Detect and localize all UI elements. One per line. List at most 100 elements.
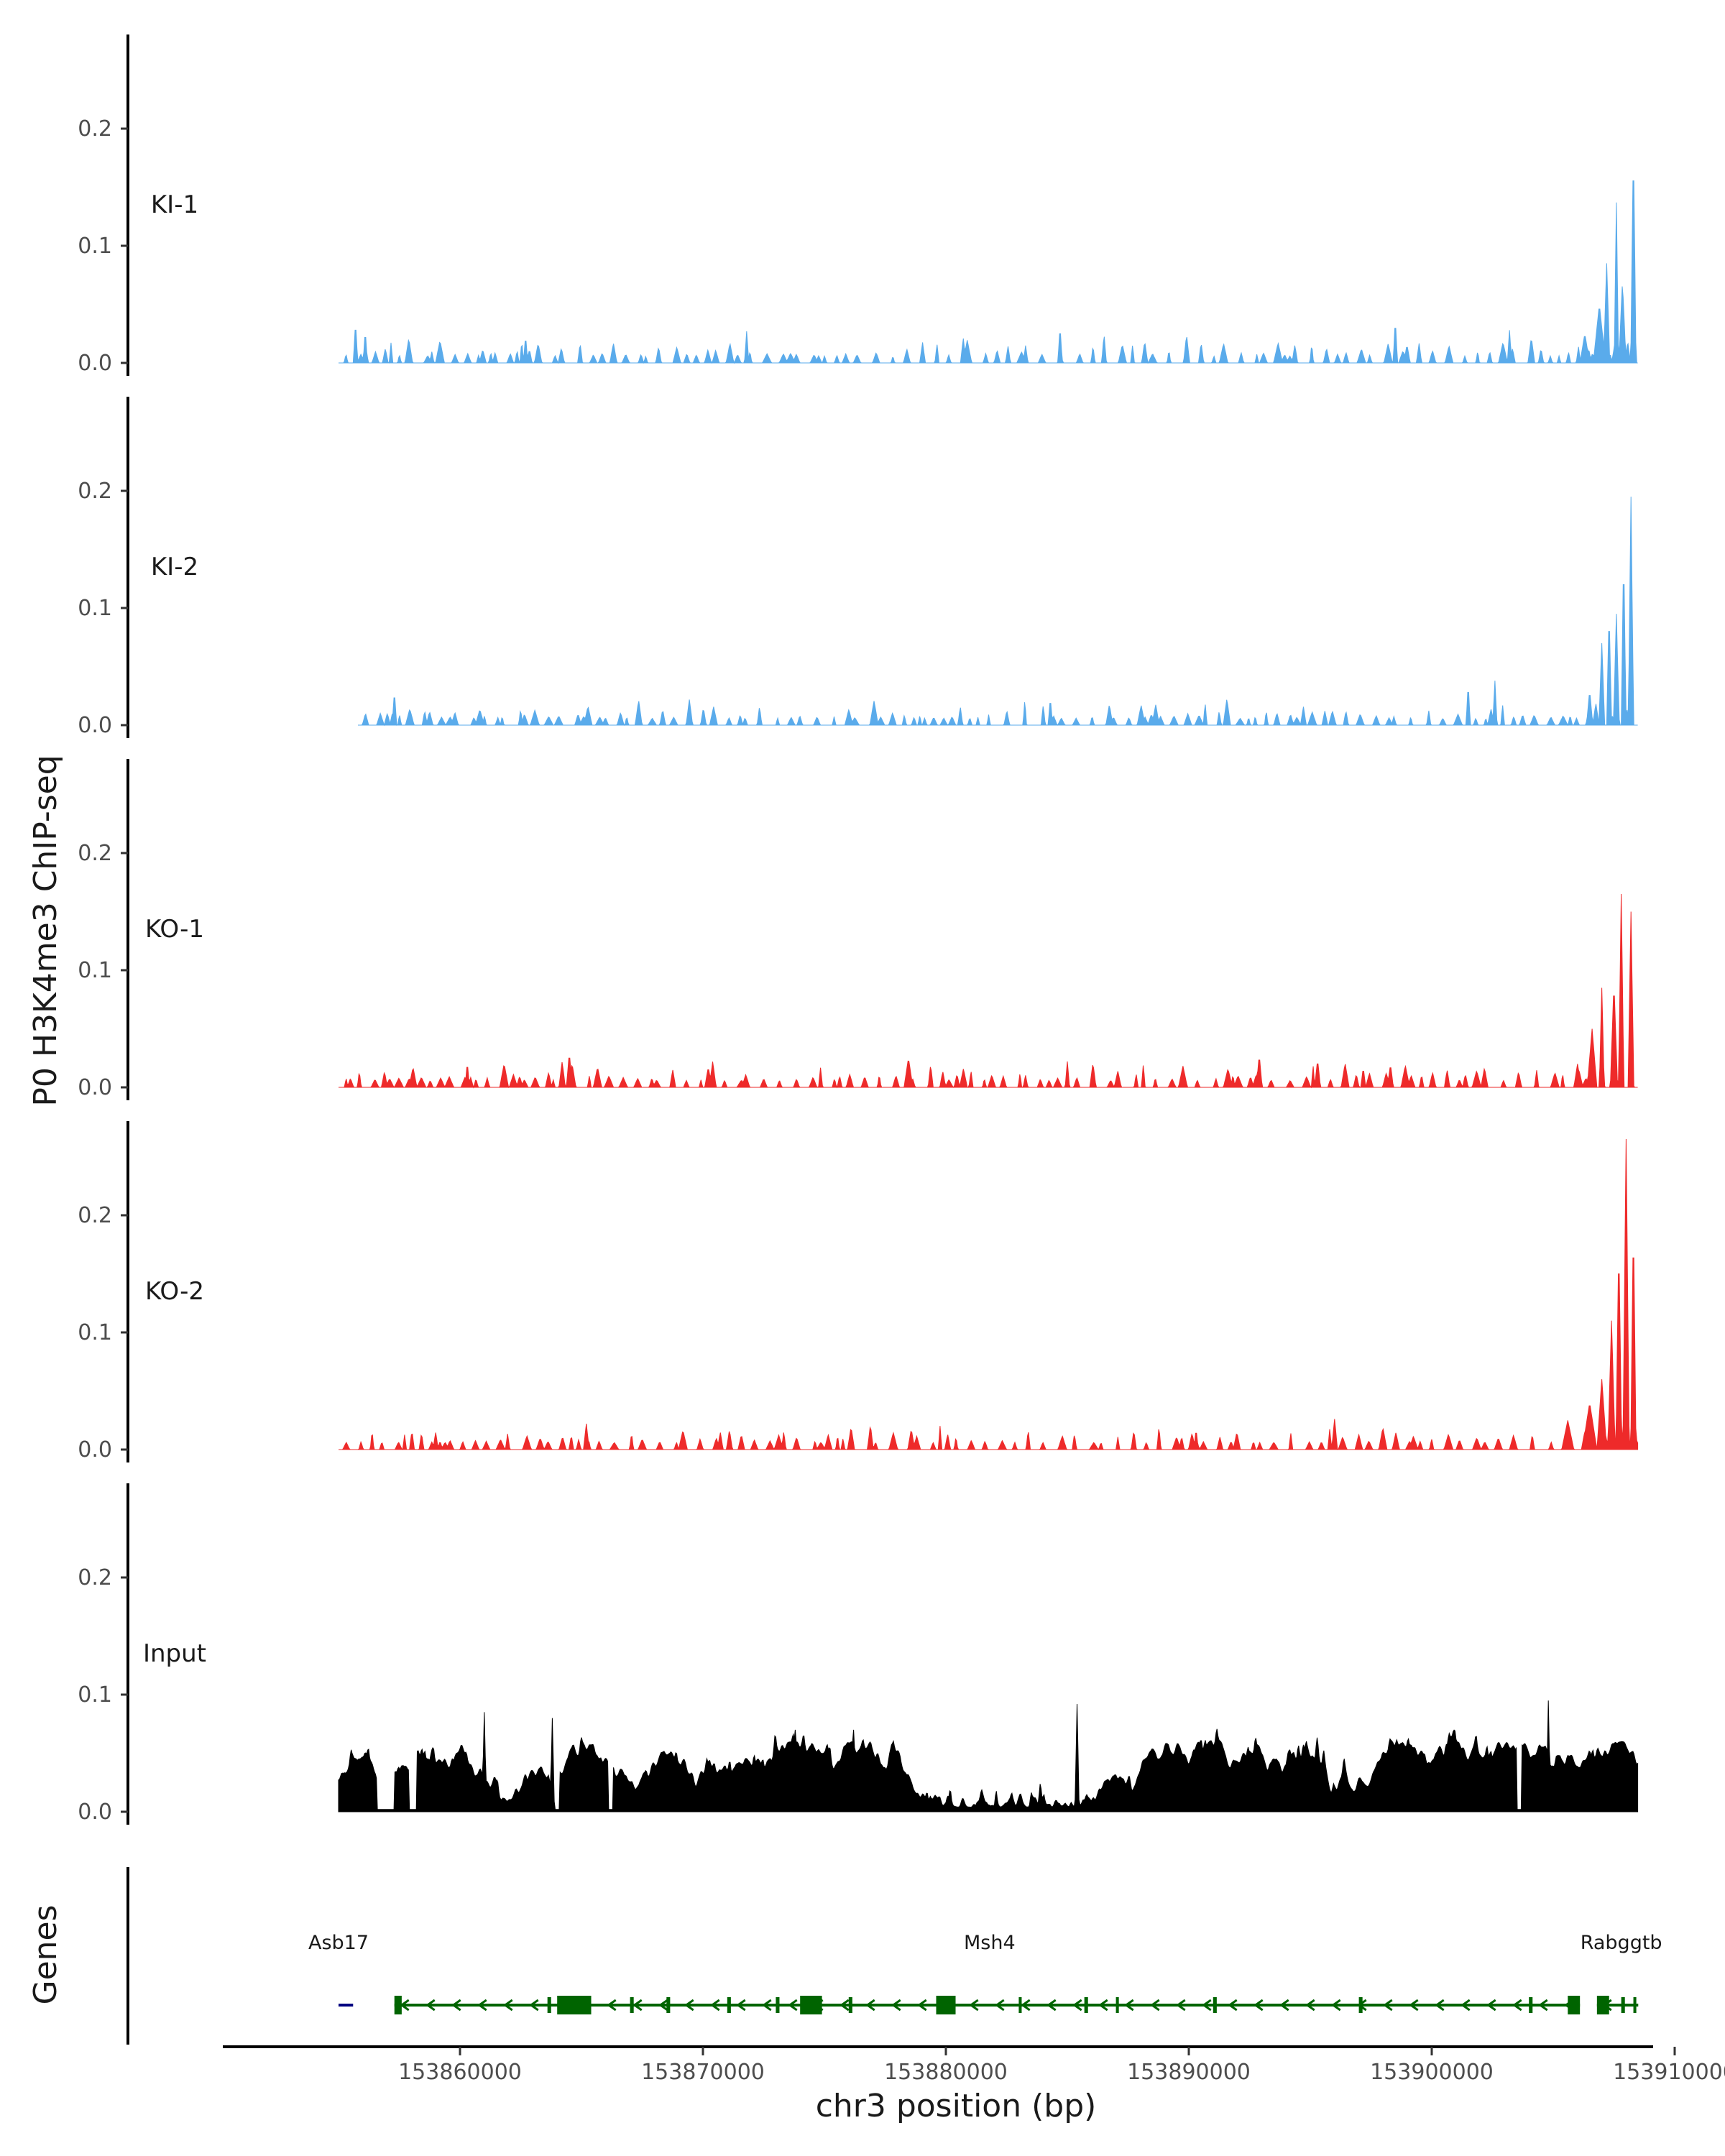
x-tick-label: 153900000 [1370,2060,1494,2085]
strand-arrow [1021,1999,1031,2012]
strand-arrow [1254,1999,1264,2012]
y-tick-label: 0.1 [78,596,112,621]
signal-area-ko-1 [339,893,1638,1089]
exon [1018,1997,1022,2013]
strand-arrow [1279,1999,1289,2012]
x-tick-label: 153870000 [641,2060,765,2085]
gene-msh4: Msh4 [394,1932,1581,2014]
y-tick-label: 0.2 [78,1203,112,1228]
strand-arrow [1435,1999,1445,2012]
track-label: KO-2 [145,1277,204,1306]
strand-arrow [1098,1999,1108,2012]
x-axis: 153860000 153870000 153880000 153890000 1539… [223,2045,1725,2085]
x-tick-label: 153890000 [1127,2060,1251,2085]
strand-arrow [1124,1999,1134,2012]
signal-area-ki-1 [339,180,1638,364]
exon [1529,1997,1533,2013]
exon [1596,1996,1609,2014]
strand-arrow [917,1999,927,2012]
x-tick-label: 153910000 [1613,2060,1725,2085]
track-label: KI-2 [151,553,198,581]
exon [1633,1997,1637,2013]
strand-arrow [451,1999,461,2012]
strand-arrow [710,1999,720,2012]
exon [776,1997,780,2013]
gene-asb17: Asb17 [308,1932,369,2007]
track-label: KO-1 [145,915,204,944]
strand-arrow [1486,1999,1496,2012]
strand-arrow [969,1999,979,2012]
exon [1116,1997,1119,2013]
exon [666,1997,671,2013]
exon [1621,1997,1625,2013]
signal-area-input [338,1700,1639,1812]
strand-arrow [788,1999,798,2012]
strand-arrow [865,1999,875,2012]
x-axis-title: chr3 position (bp) [816,2088,1097,2124]
strand-arrow [1331,1999,1341,2012]
track-label: Input [143,1639,206,1668]
exon [630,1997,634,2013]
strand-arrow [891,1999,901,2012]
strand-arrow [632,1999,643,2012]
y-tick-label: 0.1 [78,1320,112,1345]
strand-arrow [762,1999,772,2012]
strand-arrow [840,1999,850,2012]
track-ko-1: 0.0 0.1 0.2 KO-1 [78,759,1638,1100]
track-ki-2: 0.0 0.1 0.2 KI-2 [78,397,1638,738]
exon [848,1997,852,2013]
x-tick-label: 153860000 [398,2060,522,2085]
strand-arrow [736,1999,746,2012]
y-tick-label: 0.0 [78,1800,112,1825]
strand-arrow [503,1999,513,2012]
y-tick-label: 0.2 [78,841,112,866]
y-tick-label: 0.0 [78,351,112,376]
exon [1084,1997,1088,2013]
strand-arrow [426,1999,436,2012]
gene-panel: Asb17 Msh4 Rabggtb [126,1867,1662,2045]
strand-arrow [658,1999,668,2012]
exon [1213,1997,1217,2013]
exon [727,1997,731,2013]
track-ki-1: 0.0 0.1 0.2 KI-1 [78,34,1638,376]
signal-area-ki-2 [358,497,1638,727]
y-tick-label: 0.2 [78,1565,112,1590]
strand-arrow [1072,1999,1082,2012]
track-input: 0.0 0.1 0.2 Input [78,1483,1639,1825]
exon [394,1996,402,2014]
strand-arrow [1176,1999,1186,2012]
gene-label: Asb17 [308,1932,369,1954]
exon [800,1996,822,2014]
x-tick-label: 153880000 [884,2060,1008,2085]
y-tick-label: 0.1 [78,234,112,259]
genes-panel-title: Genes [27,1904,64,2004]
exon [1568,1996,1581,2014]
exon [547,1997,551,2013]
strand-arrow [1202,1999,1212,2012]
y-tick-label: 0.1 [78,1682,112,1708]
strand-arrow [1150,1999,1160,2012]
exon [936,1996,956,2014]
y-axis-title: P0 H3K4me3 ChIP-seq [27,755,64,1106]
strand-arrow [1228,1999,1238,2012]
strand-arrow [1409,1999,1419,2012]
y-tick-label: 0.0 [78,1075,112,1100]
strand-arrow [529,1999,539,2012]
strand-arrow [1538,1999,1548,2012]
gene-label: Rabggtb [1581,1932,1662,1954]
strand-arrow [995,1999,1005,2012]
track-label: KI-1 [151,190,198,219]
gene-rabggtb: Rabggtb [1581,1932,1662,2014]
strand-arrow [1383,1999,1393,2012]
strand-arrow [1460,1999,1471,2012]
exon [1358,1997,1363,2013]
signal-area-ko-2 [339,1138,1639,1451]
strand-arrow [1046,1999,1057,2012]
strand-arrow [1305,1999,1315,2012]
y-tick-label: 0.2 [78,479,112,504]
strand-arrow [607,1999,617,2012]
y-tick-label: 0.0 [78,1437,112,1462]
track-ko-2: 0.0 0.1 0.2 KO-2 [78,1121,1639,1462]
strand-arrow [684,1999,694,2012]
